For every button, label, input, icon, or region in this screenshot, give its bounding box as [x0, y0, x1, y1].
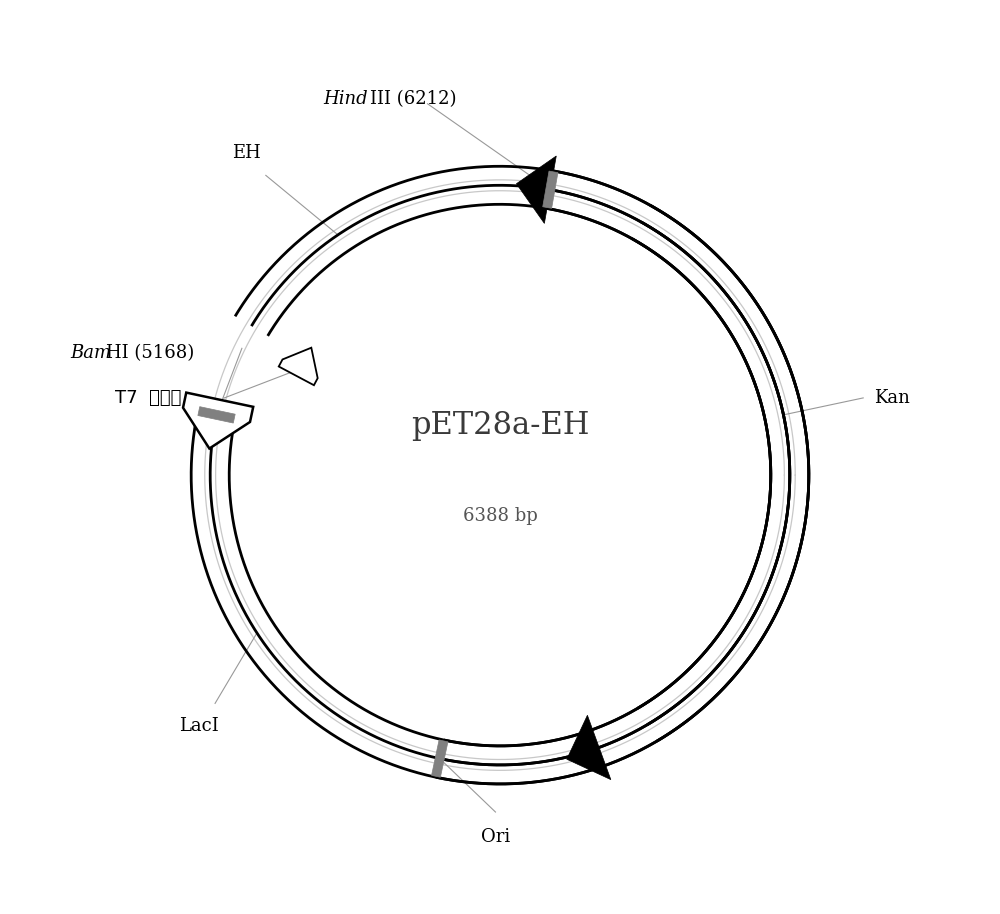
Text: Kan: Kan: [874, 389, 910, 407]
Polygon shape: [543, 171, 558, 208]
Text: Hind: Hind: [323, 90, 368, 108]
Text: Bam: Bam: [70, 344, 111, 362]
Text: T7  启动子: T7 启动子: [115, 389, 181, 407]
Text: Ori: Ori: [481, 828, 510, 846]
Text: 6388 bp: 6388 bp: [463, 507, 537, 525]
Polygon shape: [183, 393, 253, 449]
Polygon shape: [567, 716, 611, 780]
Text: EH: EH: [233, 143, 261, 162]
Text: HI (5168): HI (5168): [106, 344, 194, 362]
Polygon shape: [516, 156, 556, 223]
Text: LacI: LacI: [179, 717, 219, 735]
Polygon shape: [432, 740, 448, 777]
Text: pET28a-EH: pET28a-EH: [411, 409, 589, 441]
Polygon shape: [279, 347, 318, 385]
Polygon shape: [198, 407, 235, 423]
Text: III (6212): III (6212): [370, 90, 457, 108]
